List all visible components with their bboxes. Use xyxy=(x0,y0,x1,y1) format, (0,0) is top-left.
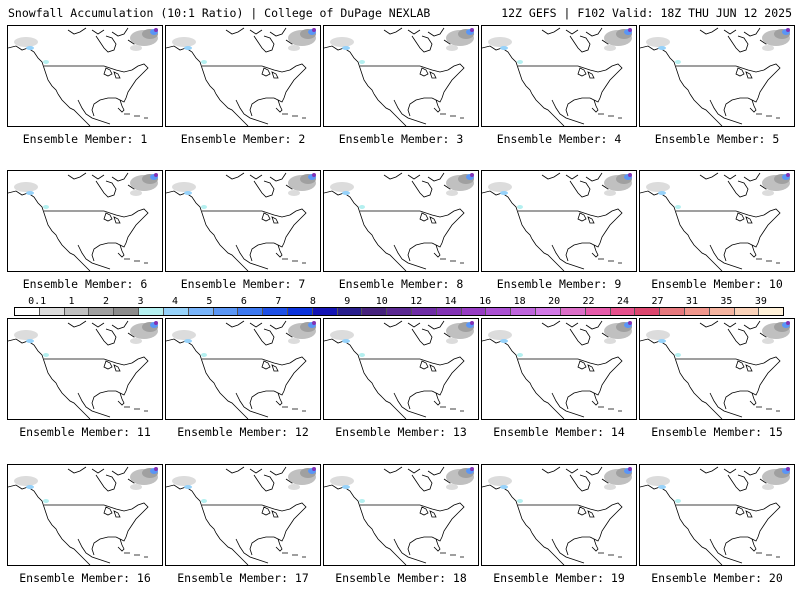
colorbar-segment xyxy=(684,308,710,315)
ensemble-member-label: Ensemble Member: 16 xyxy=(19,571,151,585)
ensemble-member-label: Ensemble Member: 12 xyxy=(177,425,309,439)
ensemble-member-label: Ensemble Member: 3 xyxy=(338,132,464,146)
colorbar-segment xyxy=(89,308,115,315)
colorbar-segment xyxy=(635,308,661,315)
colorbar-segment xyxy=(114,308,140,315)
colorbar-segment xyxy=(511,308,537,315)
ensemble-member-label: Ensemble Member: 19 xyxy=(493,571,625,585)
colorbar-tick-label: 12 xyxy=(410,296,423,307)
ensemble-member-label: Ensemble Member: 14 xyxy=(493,425,625,439)
colorbar-tick-label: 4 xyxy=(171,296,178,307)
colorbar-segment xyxy=(387,308,412,315)
colorbar-segment xyxy=(263,308,288,315)
ensemble-map-panel xyxy=(481,318,637,420)
colorbar-segment xyxy=(362,308,388,315)
ensemble-member-label: Ensemble Member: 20 xyxy=(651,571,783,585)
ensemble-member-label: Ensemble Member: 11 xyxy=(19,425,151,439)
ensemble-map-panel xyxy=(7,25,163,127)
colorbar-segment xyxy=(734,308,760,315)
colorbar-segment xyxy=(709,308,735,315)
colorbar-segment xyxy=(287,308,313,315)
colorbar-tick-label: 7 xyxy=(275,296,282,307)
colorbar-tick-label: 3 xyxy=(137,296,144,307)
colorbar-segment xyxy=(337,308,363,315)
ensemble-map-panel xyxy=(481,464,637,566)
colorbar-tick-label: 24 xyxy=(617,296,630,307)
colorbar-segment xyxy=(139,308,164,315)
ensemble-member-label: Ensemble Member: 10 xyxy=(651,277,783,291)
colorbar-tick-label: 14 xyxy=(444,296,457,307)
ensemble-map-panel xyxy=(323,25,479,127)
snowfall-colorbar xyxy=(14,307,784,316)
colorbar-tick-label: 5 xyxy=(206,296,213,307)
ensemble-member-label: Ensemble Member: 8 xyxy=(338,277,464,291)
colorbar-tick-label: 9 xyxy=(344,296,351,307)
colorbar-tick-label: 6 xyxy=(240,296,247,307)
map-title: Snowfall Accumulation (10:1 Ratio) | Col… xyxy=(8,6,431,20)
colorbar-segment xyxy=(536,308,561,315)
colorbar-segment xyxy=(610,308,636,315)
colorbar-segment xyxy=(163,308,189,315)
ensemble-map-panel xyxy=(7,318,163,420)
ensemble-member-label: Ensemble Member: 7 xyxy=(180,277,306,291)
colorbar-tick-label: 31 xyxy=(685,296,698,307)
ensemble-map-panel xyxy=(323,318,479,420)
colorbar-segment xyxy=(486,308,512,315)
colorbar-tick-label: 39 xyxy=(754,296,767,307)
colorbar-segment xyxy=(15,308,40,315)
colorbar-tick-label: 0.1 xyxy=(28,296,47,307)
ensemble-map-panel xyxy=(639,464,795,566)
ensemble-member-label: Ensemble Member: 1 xyxy=(22,132,148,146)
ensemble-map-panel xyxy=(639,25,795,127)
colorbar-segment xyxy=(64,308,90,315)
colorbar-segment xyxy=(188,308,214,315)
ensemble-map-panel xyxy=(165,318,321,420)
colorbar-tick-label: 1 xyxy=(68,296,75,307)
ensemble-member-label: Ensemble Member: 17 xyxy=(177,571,309,585)
colorbar-tick-label: 27 xyxy=(651,296,664,307)
colorbar-tick-label: 22 xyxy=(582,296,595,307)
ensemble-map-panel xyxy=(481,25,637,127)
ensemble-map-panel xyxy=(7,170,163,272)
colorbar-segment xyxy=(560,308,586,315)
colorbar-tick-label: 2 xyxy=(103,296,110,307)
colorbar-segment xyxy=(312,308,338,315)
ensemble-map-panel xyxy=(481,170,637,272)
colorbar-segment xyxy=(660,308,685,315)
ensemble-map-panel xyxy=(323,170,479,272)
colorbar-tick-label: 8 xyxy=(309,296,316,307)
colorbar-segment xyxy=(759,308,784,315)
ensemble-map-panel xyxy=(639,318,795,420)
colorbar-tick-label: 16 xyxy=(479,296,492,307)
ensemble-member-label: Ensemble Member: 15 xyxy=(651,425,783,439)
colorbar-tick-label: 20 xyxy=(548,296,561,307)
ensemble-member-label: Ensemble Member: 5 xyxy=(654,132,780,146)
colorbar-segment xyxy=(238,308,264,315)
ensemble-map-panel xyxy=(7,464,163,566)
colorbar-segment xyxy=(412,308,437,315)
colorbar-segment xyxy=(436,308,462,315)
ensemble-map-panel xyxy=(323,464,479,566)
ensemble-member-label: Ensemble Member: 4 xyxy=(496,132,622,146)
colorbar-tick-label: 10 xyxy=(375,296,388,307)
ensemble-member-label: Ensemble Member: 6 xyxy=(22,277,148,291)
colorbar-segment xyxy=(39,308,65,315)
ensemble-map-panel xyxy=(165,25,321,127)
colorbar-segment xyxy=(213,308,239,315)
ensemble-map-panel xyxy=(639,170,795,272)
ensemble-member-label: Ensemble Member: 13 xyxy=(335,425,467,439)
model-run-info: 12Z GEFS | F102 Valid: 18Z THU JUN 12 20… xyxy=(501,6,792,20)
colorbar-tick-label: 18 xyxy=(513,296,526,307)
ensemble-map-panel xyxy=(165,170,321,272)
colorbar-tick-label: 35 xyxy=(720,296,733,307)
colorbar-tick-labels: 0.1 1 2 3 4 5 6 7 8 9 10 12 14 16 18 20 22 24 27 31 35 39 xyxy=(14,296,784,307)
colorbar-segment xyxy=(585,308,611,315)
ensemble-member-label: Ensemble Member: 2 xyxy=(180,132,306,146)
ensemble-map-panel xyxy=(165,464,321,566)
ensemble-member-label: Ensemble Member: 18 xyxy=(335,571,467,585)
ensemble-member-label: Ensemble Member: 9 xyxy=(496,277,622,291)
colorbar-segment xyxy=(461,308,487,315)
